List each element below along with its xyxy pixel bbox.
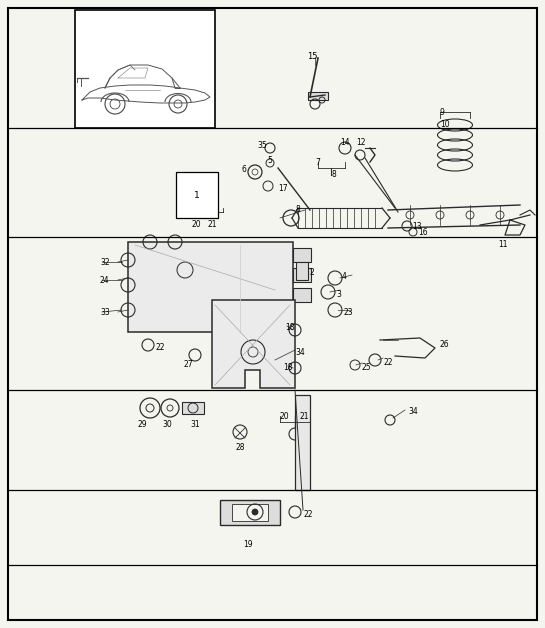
Text: 9: 9 (440, 108, 445, 117)
Text: 8: 8 (295, 205, 300, 214)
Bar (295, 395, 310, 490)
Text: 30: 30 (162, 420, 172, 429)
Text: 4: 4 (342, 272, 347, 281)
Text: 31: 31 (190, 420, 199, 429)
Text: 20: 20 (280, 412, 289, 421)
Polygon shape (212, 300, 295, 388)
Text: 18: 18 (285, 323, 294, 332)
Text: 25: 25 (362, 363, 372, 372)
Text: 6: 6 (241, 165, 246, 174)
Text: 11: 11 (498, 240, 507, 249)
Text: 12: 12 (356, 138, 366, 147)
Bar (293, 248, 311, 262)
Circle shape (252, 509, 258, 515)
Bar (128, 242, 293, 332)
Text: 1: 1 (194, 190, 200, 200)
Bar (182, 402, 204, 414)
Text: 19: 19 (243, 540, 253, 549)
Text: 32: 32 (100, 258, 110, 267)
Text: 24: 24 (100, 276, 110, 285)
Text: 34: 34 (295, 348, 305, 357)
Text: 21: 21 (207, 220, 216, 229)
Text: 2: 2 (310, 268, 315, 277)
Text: 33: 33 (100, 308, 110, 317)
Bar (293, 268, 311, 282)
Text: 10: 10 (440, 120, 450, 129)
Text: 14: 14 (340, 138, 350, 147)
Polygon shape (232, 504, 268, 521)
Text: 3: 3 (336, 290, 341, 299)
Text: 22: 22 (155, 343, 165, 352)
Text: 34: 34 (408, 407, 418, 416)
Polygon shape (220, 500, 280, 525)
Text: 13: 13 (412, 222, 422, 231)
Bar (293, 288, 311, 302)
Text: 27: 27 (183, 360, 192, 369)
Text: 22: 22 (383, 358, 392, 367)
Text: 22: 22 (303, 510, 312, 519)
Bar (75, 10, 215, 128)
Text: 17: 17 (278, 184, 288, 193)
Text: 21: 21 (299, 412, 308, 421)
Bar (308, 92, 328, 100)
Text: 29: 29 (138, 420, 148, 429)
Text: 7: 7 (315, 158, 320, 167)
Text: 23: 23 (343, 308, 353, 317)
Bar (296, 262, 308, 280)
Text: 26: 26 (440, 340, 450, 349)
Text: 8: 8 (332, 170, 337, 179)
Text: 28: 28 (235, 443, 245, 452)
Text: 20: 20 (191, 220, 201, 229)
Text: 16: 16 (418, 228, 428, 237)
Text: 15: 15 (307, 52, 317, 61)
Text: 18: 18 (283, 363, 293, 372)
Text: 5: 5 (268, 156, 272, 165)
Text: 35: 35 (257, 141, 267, 150)
